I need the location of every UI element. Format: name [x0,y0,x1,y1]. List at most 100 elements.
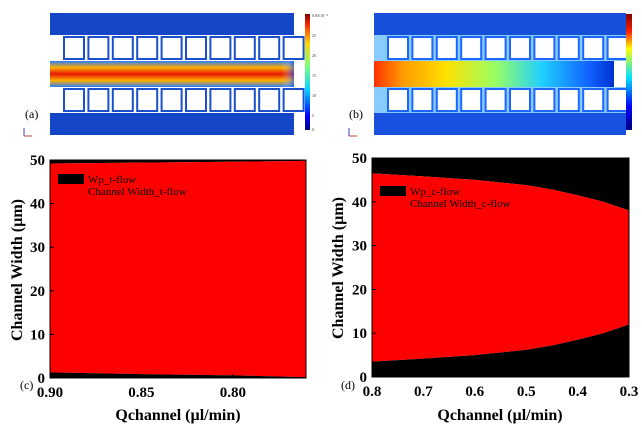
pillar [582,36,605,60]
pillar [185,88,207,112]
pillar [233,88,256,112]
panel-b-main-flow [374,61,614,87]
x-tick-label: 0.85 [128,385,154,401]
pillar [460,36,483,60]
panel-b-top-channel [374,13,626,35]
chart-c-areas [50,160,306,378]
pillar [557,88,580,112]
legend-label: Wp_c-flow [410,186,460,198]
chart-d-ylabel: Channel Width (µm) [330,197,347,339]
pillar [136,36,159,60]
chart-d: 0 10 20 30 40 50 0.8 0.7 0.6 0.5 0.4 0.3 Wp_c-flow… [330,151,638,424]
legend-swatch [380,198,406,208]
panel-a-bottom-channel [50,113,294,135]
panel-a-cb-tick: 25 [312,33,316,38]
panel-b-outlet [614,61,626,87]
y-tick-label: 10 [352,326,367,342]
area-series [372,324,629,377]
pillar [63,36,85,60]
pillar [387,88,409,112]
panel-a-cb-tick: 0.01 [312,13,319,18]
panel-b-bottom-pillars [387,88,629,112]
y-tick-label: 20 [352,282,367,298]
x-tick-label: 0.6 [465,384,484,400]
panel-a: 0.01 ×10⁻⁴ 25 20 15 10 5 0 (a) [23,13,328,137]
pillar [258,36,281,60]
y-tick-label: 50 [352,151,367,167]
area-series [50,372,306,378]
pillar [509,36,531,60]
area-series [50,160,306,164]
legend-label: Channel Width_c-flow [410,198,511,210]
pillar [111,36,134,60]
legend-label: Channel Width_t-flow [88,186,187,198]
chart-c-y-ticks: 0 10 20 30 40 50 [30,153,54,387]
chart-c-panel-label: (c) [20,378,33,392]
panel-a-colorbar [305,14,310,130]
pillar [411,88,434,112]
panel-b-label: (b) [349,107,363,121]
chart-d-areas [372,158,629,377]
panel-b-colorbar [626,14,632,130]
panel-a-cb-tick: 5 [312,113,314,118]
pillar [282,88,305,112]
chart-c-xlabel: Qchannel (µl/min) [115,407,240,424]
y-tick-label: 40 [352,195,367,211]
panel-a-label: (a) [25,107,38,121]
panel-a-cb-tick: 20 [312,53,316,58]
y-tick-label: 50 [30,153,45,169]
panel-a-top-channel [50,13,294,35]
pillar [63,88,85,112]
pillar [282,36,305,60]
panel-a-cb-tick: 10 [312,93,316,98]
pillar [258,88,281,112]
chart-d-x-ticks: 0.8 0.7 0.6 0.5 0.4 0.3 [363,373,639,400]
pillar [435,36,458,60]
panel-a-flow-shading [50,61,294,87]
legend-swatch [380,186,406,196]
x-tick-label: 0.3 [620,384,639,400]
panel-a-axis-triad-icon [23,128,32,137]
pillar [557,36,580,60]
pillar [435,88,458,112]
x-tick-label: 0.8 [363,384,382,400]
x-tick-label: 0.4 [568,384,587,400]
chart-d-frame [371,157,630,378]
pillar [160,36,183,60]
panel-a-top-pillars [63,36,305,60]
legend-swatch [58,186,84,196]
chart-d-xlabel: Qchannel (µl/min) [437,407,562,424]
pillar [606,88,629,112]
y-tick-label: 20 [30,284,45,300]
x-tick-label: 0.80 [220,385,246,401]
chart-c-ylabel: Channel Width (µm) [9,199,26,341]
panel-b-axis-triad-icon [348,128,357,137]
y-tick-label: 30 [352,239,367,255]
y-tick-label: 10 [30,327,45,343]
panel-b-top-pillars [387,36,629,60]
chart-c-frame [49,159,307,379]
pillar [533,36,556,60]
pillar [387,36,409,60]
pillar [111,88,134,112]
chart-d-y-ticks: 0 10 20 30 40 50 [352,151,376,386]
area-series [372,158,629,211]
pillar [484,88,507,112]
panel-a-cb-tick: 0 [312,127,314,132]
panel-b: (b) [348,13,632,137]
pillar [484,36,507,60]
pillar [136,88,159,112]
pillar [185,36,207,60]
pillar [460,88,483,112]
x-tick-label: 0.5 [517,384,536,400]
area-series [372,173,629,362]
y-tick-label: 40 [30,197,45,213]
pillar [209,88,232,112]
chart-c-x-ticks: 0.90 0.85 0.80 [37,374,246,401]
y-tick-label: 0 [360,370,368,386]
x-tick-label: 0.90 [37,385,63,401]
